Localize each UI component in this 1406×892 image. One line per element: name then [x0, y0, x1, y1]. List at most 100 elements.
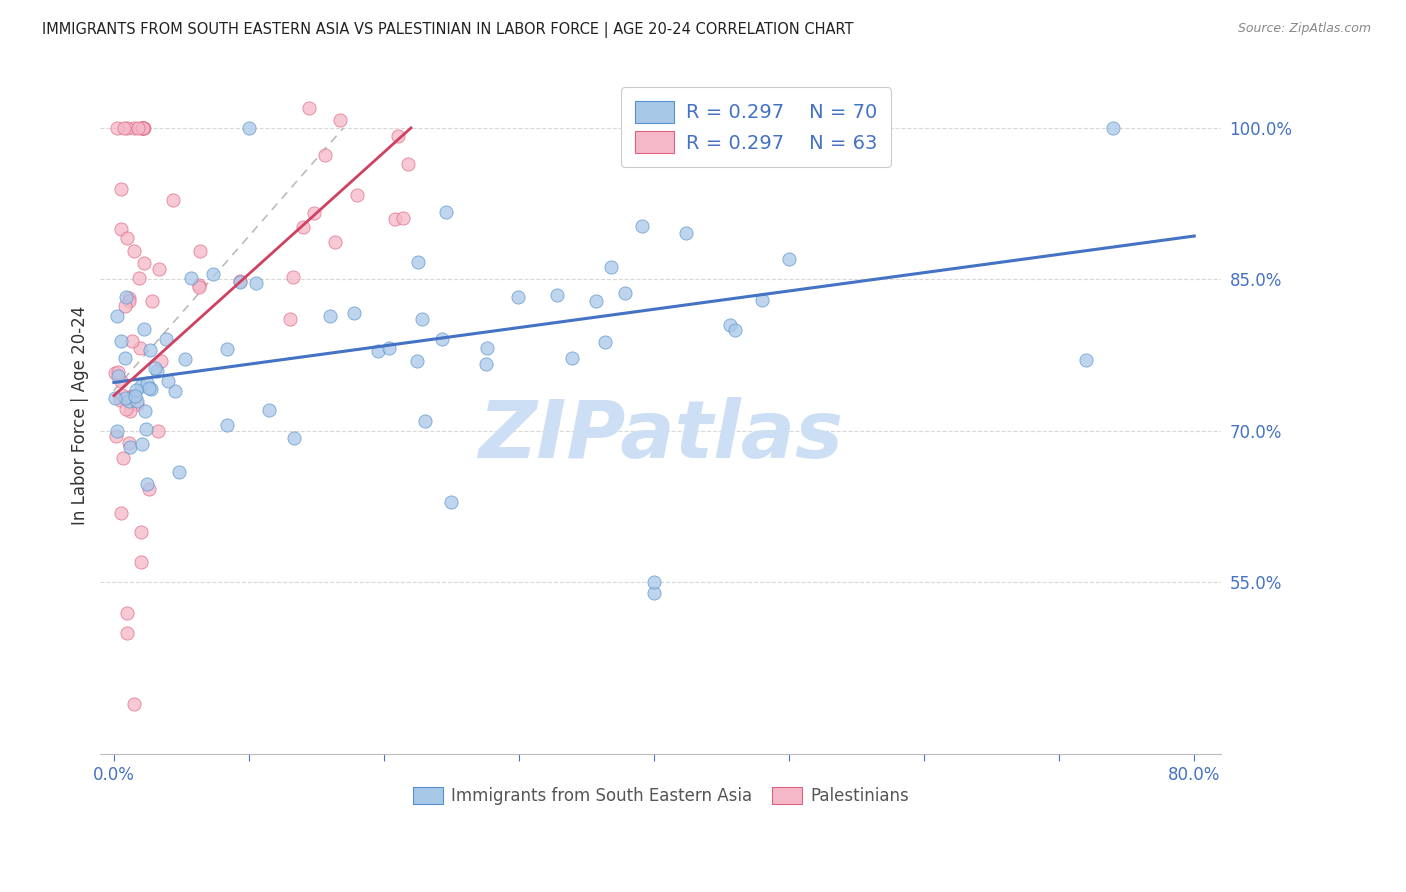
Point: [117, 436, 139, 450]
Point: [283, 431, 305, 445]
Point: [148, 261, 170, 276]
Point: [229, 274, 252, 288]
Point: [135, 376, 157, 391]
Point: [118, 440, 141, 454]
Point: [110, 334, 132, 348]
Point: [329, 112, 352, 127]
Point: [135, 422, 157, 436]
Point: [675, 226, 697, 240]
Point: [217, 418, 239, 433]
Point: [114, 402, 136, 417]
Text: IMMIGRANTS FROM SOUTH EASTERN ASIA VS PALESTINIAN IN LABOR FORCE | AGE 20-24 COR: IMMIGRANTS FROM SOUTH EASTERN ASIA VS PA…: [42, 22, 853, 38]
Point: [201, 267, 224, 281]
Point: [111, 450, 134, 465]
Point: [669, 120, 692, 135]
Point: [434, 205, 457, 219]
Point: [124, 120, 146, 135]
Point: [131, 120, 153, 135]
Point: [146, 363, 169, 377]
Point: [477, 341, 499, 355]
Point: [127, 120, 149, 135]
Point: [138, 482, 160, 496]
Point: [112, 120, 135, 135]
Point: [128, 271, 150, 285]
Point: [245, 277, 267, 291]
Point: [125, 393, 148, 408]
Point: [187, 277, 209, 292]
Point: [118, 294, 141, 309]
Point: [132, 120, 155, 135]
Point: [118, 291, 141, 305]
Point: [283, 270, 305, 285]
Point: [105, 429, 128, 443]
Point: [561, 351, 583, 365]
Point: [107, 365, 129, 379]
Point: [117, 626, 139, 640]
Point: [122, 697, 145, 711]
Point: [110, 374, 132, 388]
Point: [129, 379, 152, 393]
Point: [127, 397, 149, 411]
Text: Source: ZipAtlas.com: Source: ZipAtlas.com: [1237, 22, 1371, 36]
Point: [343, 306, 366, 320]
Point: [141, 382, 163, 396]
Point: [318, 309, 340, 323]
Point: [291, 219, 314, 234]
Point: [180, 270, 202, 285]
Point: [302, 206, 325, 220]
Point: [323, 235, 346, 249]
Point: [724, 323, 747, 337]
Point: [298, 101, 321, 115]
Point: [110, 506, 132, 520]
Point: [134, 404, 156, 418]
Point: [121, 334, 143, 349]
Point: [585, 293, 607, 308]
Point: [134, 256, 156, 270]
Point: [110, 181, 132, 195]
Point: [387, 129, 409, 144]
Point: [600, 260, 623, 274]
Point: [411, 312, 433, 326]
Point: [188, 244, 211, 259]
Point: [257, 402, 280, 417]
Point: [778, 252, 800, 267]
Point: [104, 366, 127, 380]
Point: [139, 343, 162, 357]
Point: [174, 351, 197, 366]
Point: [238, 120, 260, 135]
Point: [278, 312, 301, 326]
Point: [367, 343, 389, 358]
Point: [122, 244, 145, 259]
Point: [156, 374, 179, 388]
Point: [384, 212, 406, 227]
Point: [475, 357, 498, 371]
Point: [430, 332, 453, 346]
Point: [163, 384, 186, 399]
Legend: Immigrants from South Eastern Asia, Palestinians: Immigrants from South Eastern Asia, Pale…: [404, 779, 917, 814]
Point: [105, 309, 128, 323]
Point: [131, 120, 153, 135]
Point: [117, 120, 139, 135]
Point: [406, 255, 429, 269]
Point: [131, 437, 153, 451]
Point: [413, 413, 436, 427]
Point: [132, 322, 155, 336]
Point: [114, 299, 136, 313]
Point: [631, 219, 654, 233]
Point: [346, 188, 368, 202]
Point: [128, 341, 150, 355]
Point: [396, 157, 419, 171]
Point: [149, 354, 172, 368]
Point: [217, 342, 239, 356]
Point: [124, 389, 146, 403]
Point: [751, 293, 773, 307]
Point: [169, 466, 191, 480]
Point: [162, 193, 184, 207]
Point: [105, 120, 128, 135]
Point: [643, 585, 665, 599]
Point: [1076, 353, 1098, 368]
Point: [104, 391, 127, 405]
Point: [114, 391, 136, 405]
Point: [378, 341, 401, 355]
Point: [1102, 120, 1125, 135]
